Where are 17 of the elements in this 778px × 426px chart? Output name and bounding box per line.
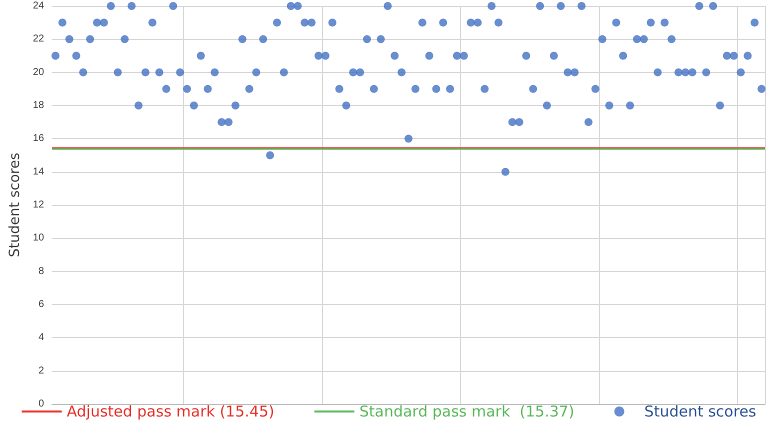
legend-label: Student scores	[644, 402, 756, 420]
legend-label: Standard pass mark (15.37)	[359, 402, 574, 420]
y-tick-label: 6	[38, 299, 44, 310]
y-tick-label: 20	[32, 66, 44, 78]
y-tick-label: 10	[32, 232, 44, 244]
y-tick-label: 24	[32, 0, 44, 12]
y-tick-label: 0	[38, 398, 44, 410]
y-tick-label: 18	[32, 100, 44, 111]
y-tick-label: 16	[32, 133, 44, 144]
y-tick-label: 22	[32, 34, 44, 45]
legend-label: Adjusted pass mark (15.45)	[66, 402, 274, 420]
y-tick-label: 12	[32, 200, 44, 210]
y-axis-title: Student scores	[7, 152, 23, 258]
y-tick-label: 2	[38, 365, 44, 376]
y-tick-label: 8	[38, 266, 44, 277]
y-tick-label: 14	[32, 166, 44, 178]
y-tick-label: 4	[38, 332, 44, 344]
